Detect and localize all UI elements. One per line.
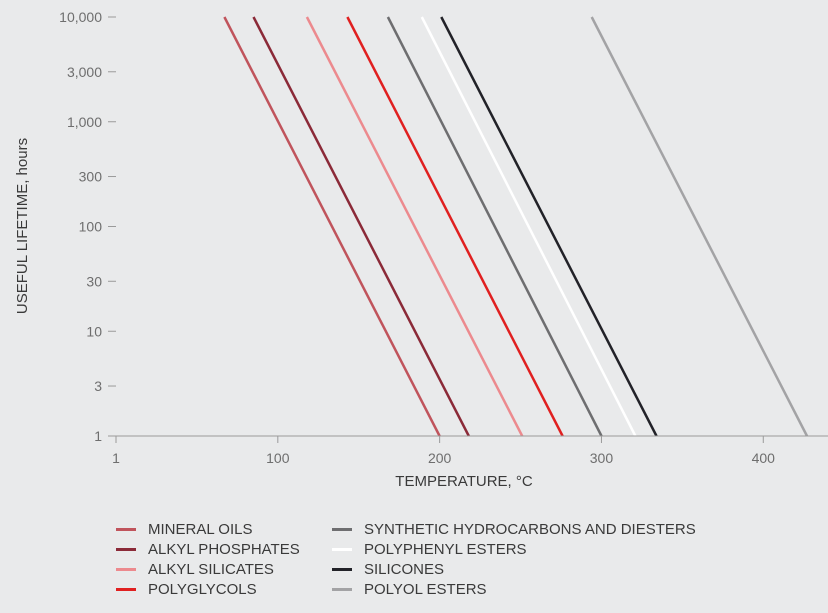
legend-item: ALKYL SILICATES: [116, 560, 274, 580]
legend-swatch: [332, 547, 352, 551]
y-tick-label: 10: [86, 323, 102, 339]
legend-label: MINERAL OILS: [148, 521, 253, 538]
legend-label: SILICONES: [364, 561, 445, 578]
legend-label: POLYPHENYL ESTERS: [364, 541, 527, 558]
y-tick-label: 1: [94, 428, 102, 444]
legend-swatch: [116, 547, 136, 551]
legend-item: POLYOL ESTERS: [332, 580, 487, 600]
legend-swatch: [116, 567, 136, 571]
y-tick-label: 3,000: [67, 64, 102, 80]
x-axis-ticks: 1 100 200 300 400: [112, 436, 775, 466]
legend-swatch: [116, 527, 136, 531]
y-tick-label: 100: [79, 219, 103, 235]
legend-item: POLYPHENYL ESTERS: [332, 540, 527, 560]
legend-label: POLYGLYCOLS: [148, 581, 257, 598]
legend-swatch: [332, 567, 352, 571]
y-tick-label: 10,000: [59, 9, 102, 25]
legend-label: ALKYL SILICATES: [148, 561, 274, 578]
series-line-polyphenyl-esters: [420, 16, 637, 437]
legend-swatch: [332, 527, 352, 531]
legend-swatch: [116, 587, 136, 591]
y-tick-label: 30: [86, 273, 102, 289]
series-line-polyglycols: [346, 16, 564, 437]
legend-item: MINERAL OILS: [116, 520, 252, 540]
x-tick-label: 400: [752, 450, 776, 466]
x-tick-label: 100: [266, 450, 290, 466]
x-tick-label: 200: [428, 450, 452, 466]
y-tick-label: 300: [79, 169, 103, 185]
legend-label: SYNTHETIC HYDROCARBONS AND DIESTERS: [364, 521, 696, 538]
y-axis-ticks: 1 3 10 30 100 300 1,000 3,000 10,000: [59, 9, 116, 444]
series-line-alkyl-silicates: [305, 16, 524, 437]
legend-swatch: [332, 587, 352, 591]
series-line-alkyl-phosphates: [252, 16, 470, 437]
y-axis-title: USEFUL LIFETIME, hours: [14, 138, 31, 314]
series-line-polyol-esters: [590, 16, 809, 437]
series-line-mineral-oils: [223, 16, 441, 437]
series-line-synthetic-hydrocarbons-and-diesters: [386, 16, 603, 437]
series-lines: [223, 16, 809, 437]
legend-item: POLYGLYCOLS: [116, 580, 257, 600]
series-line-silicones: [440, 16, 658, 437]
legend-label: ALKYL PHOSPHATES: [148, 541, 300, 558]
x-tick-label: 1: [112, 450, 120, 466]
legend-item: SILICONES: [332, 560, 444, 580]
x-tick-label: 300: [590, 450, 614, 466]
legend: MINERAL OILS ALKYL PHOSPHATES ALKYL SILICA…: [116, 520, 816, 610]
y-tick-label: 3: [94, 378, 102, 394]
legend-item: SYNTHETIC HYDROCARBONS AND DIESTERS: [332, 520, 696, 540]
x-axis-title: TEMPERATURE, °C: [395, 473, 533, 490]
legend-item: ALKYL PHOSPHATES: [116, 540, 300, 560]
y-tick-label: 1,000: [67, 114, 102, 130]
legend-label: POLYOL ESTERS: [364, 581, 487, 598]
